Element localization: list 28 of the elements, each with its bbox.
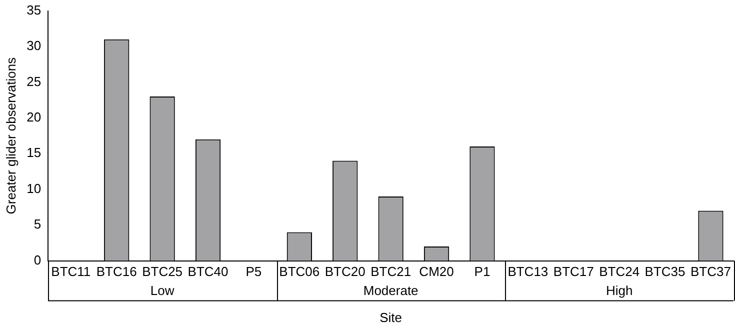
x-tick-label: BTC21 xyxy=(370,264,412,280)
x-tick-label: BTC06 xyxy=(279,264,320,280)
text: High xyxy=(606,282,633,298)
x-tick-label: BTC35 xyxy=(644,264,686,280)
y-tick-label: 25 xyxy=(26,74,42,89)
y-tick-label: 35 xyxy=(26,2,42,18)
x-tick-label: BTC13 xyxy=(508,264,548,280)
x-tick-label: P1 xyxy=(474,264,490,280)
x-tick-label: BTC16 xyxy=(96,264,137,280)
x-tick-label: BTC37 xyxy=(690,264,731,280)
x-tick-label: BTC40 xyxy=(188,264,228,280)
x-tick-label: P5 xyxy=(246,264,262,280)
y-tick-label: 15 xyxy=(26,145,42,160)
x-tick-label: BTC20 xyxy=(324,264,366,280)
y-tick-label: 30 xyxy=(26,38,42,54)
x-axis-title: Site xyxy=(380,310,402,325)
y-tick-label: 20 xyxy=(26,110,42,125)
y-tick-label: 5 xyxy=(34,216,42,232)
x-tick-label: BTC25 xyxy=(142,264,183,280)
y-tick-label: 10 xyxy=(26,180,42,196)
x-tick-label: BTC17 xyxy=(553,264,594,280)
text: Moderate xyxy=(363,282,418,298)
text: Low xyxy=(150,282,175,298)
x-tick-label: BTC11 xyxy=(51,264,91,280)
y-tick-label: 0 xyxy=(34,252,42,268)
x-tick-label: CM20 xyxy=(419,264,454,280)
y-axis-title: Greater glider observations xyxy=(3,56,18,214)
x-tick-label: BTC24 xyxy=(599,264,640,280)
